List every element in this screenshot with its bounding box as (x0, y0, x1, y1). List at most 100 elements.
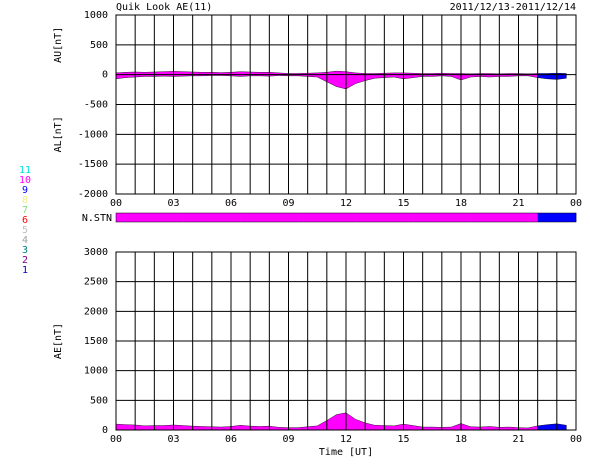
area (537, 423, 567, 431)
station-segment (374, 213, 385, 222)
chart-title: Quik Look AE(11) (116, 2, 212, 13)
station-segment (336, 213, 347, 222)
y-axis-label: AU[nT] (53, 27, 64, 63)
station-segment (326, 213, 337, 222)
x-tick-label: 12 (340, 198, 352, 209)
x-tick-label: 00 (110, 198, 122, 209)
station-segment (393, 213, 404, 222)
legend-entry: 6 (22, 215, 28, 226)
legend-entry: 9 (22, 185, 28, 196)
x-tick-label: 21 (512, 198, 524, 209)
station-segment (441, 213, 452, 222)
legend-entry: 7 (22, 205, 28, 216)
station-segment (154, 213, 165, 222)
y-tick-label: -2000 (78, 189, 108, 200)
plot-frame (115, 251, 577, 431)
station-segment (163, 213, 174, 222)
station-segment (307, 213, 318, 222)
station-segment (231, 213, 241, 222)
y-tick-label: 2500 (84, 277, 108, 288)
y-tick-label: 2000 (84, 306, 108, 317)
legend-entry: 5 (22, 225, 28, 236)
x-tick-label: 09 (282, 198, 294, 209)
station-segment (173, 213, 184, 222)
station-segment (288, 213, 299, 222)
x-tick-label: 15 (397, 434, 409, 445)
station-segment (259, 213, 270, 222)
area (537, 74, 567, 80)
x-tick-label: 15 (397, 198, 409, 209)
station-segment (403, 213, 414, 222)
station-segment (317, 213, 328, 222)
station-frame (115, 212, 577, 223)
station-segment (480, 213, 491, 222)
x-tick-label: 03 (167, 434, 179, 445)
x-tick-label: 21 (512, 434, 524, 445)
y-tick-label: 0 (102, 425, 108, 436)
station-segment (250, 213, 261, 222)
station-segment (240, 213, 251, 222)
station-segment (413, 213, 423, 222)
x-tick-label: 18 (455, 434, 467, 445)
y-axis-label: AL[nT] (53, 116, 64, 152)
x-tick-label: 03 (167, 198, 179, 209)
station-segment (537, 213, 548, 222)
x-tick-label: 00 (110, 434, 122, 445)
y-tick-label: 0 (102, 70, 108, 81)
station-segment (202, 213, 213, 222)
y-axis-label: AE[nT] (53, 323, 64, 359)
legend-entry: 8 (22, 195, 28, 206)
y-tick-label: 1000 (84, 10, 108, 21)
station-segment (125, 213, 136, 222)
station-segment (432, 213, 443, 222)
station-segment (566, 213, 577, 222)
legend-entry: 1 (22, 265, 28, 276)
station-segment (499, 213, 510, 222)
chart-subtitle: 2011/12/13-2011/12/14 (450, 2, 576, 13)
station-segment (508, 213, 519, 222)
x-tick-label: 06 (225, 434, 237, 445)
y-tick-label: 500 (90, 40, 108, 51)
y-tick-label: 500 (90, 395, 108, 406)
legend-entry: 2 (22, 255, 28, 266)
legend-entry: 10 (19, 175, 31, 186)
station-segment (470, 213, 481, 222)
station-segment (298, 213, 308, 222)
y-tick-label: -1500 (78, 159, 108, 170)
y-tick-label: 3000 (84, 247, 108, 258)
station-segment (135, 213, 146, 222)
x-tick-label: 00 (570, 198, 582, 209)
station-segment (183, 213, 193, 222)
x-tick-label: 06 (225, 198, 237, 209)
station-segment (384, 213, 395, 222)
station-segment (528, 213, 538, 222)
y-tick-label: -500 (84, 100, 108, 111)
legend-entry: 11 (19, 165, 31, 176)
x-tick-label: 12 (340, 434, 352, 445)
station-segment (278, 213, 289, 222)
station-segment (144, 213, 155, 222)
station-segment (211, 213, 222, 222)
station-segment (556, 213, 567, 222)
x-tick-label: 09 (282, 434, 294, 445)
station-segment (451, 213, 462, 222)
station-segment (422, 213, 433, 222)
plot-frame (115, 14, 577, 195)
station-segment (346, 213, 356, 222)
x-tick-label: 00 (570, 434, 582, 445)
station-segment (221, 213, 232, 222)
station-segment (192, 213, 203, 222)
legend-entry: 4 (22, 235, 28, 246)
y-tick-label: -1000 (78, 129, 108, 140)
station-segment (355, 213, 366, 222)
station-segment (489, 213, 500, 222)
legend-entry: 3 (22, 245, 28, 256)
station-segment (518, 213, 529, 222)
y-tick-label: 1000 (84, 366, 108, 377)
y-tick-label: 1500 (84, 336, 108, 347)
station-segment (547, 213, 558, 222)
station-label: N.STN (82, 213, 112, 224)
x-tick-label: 18 (455, 198, 467, 209)
station-segment (116, 213, 126, 222)
